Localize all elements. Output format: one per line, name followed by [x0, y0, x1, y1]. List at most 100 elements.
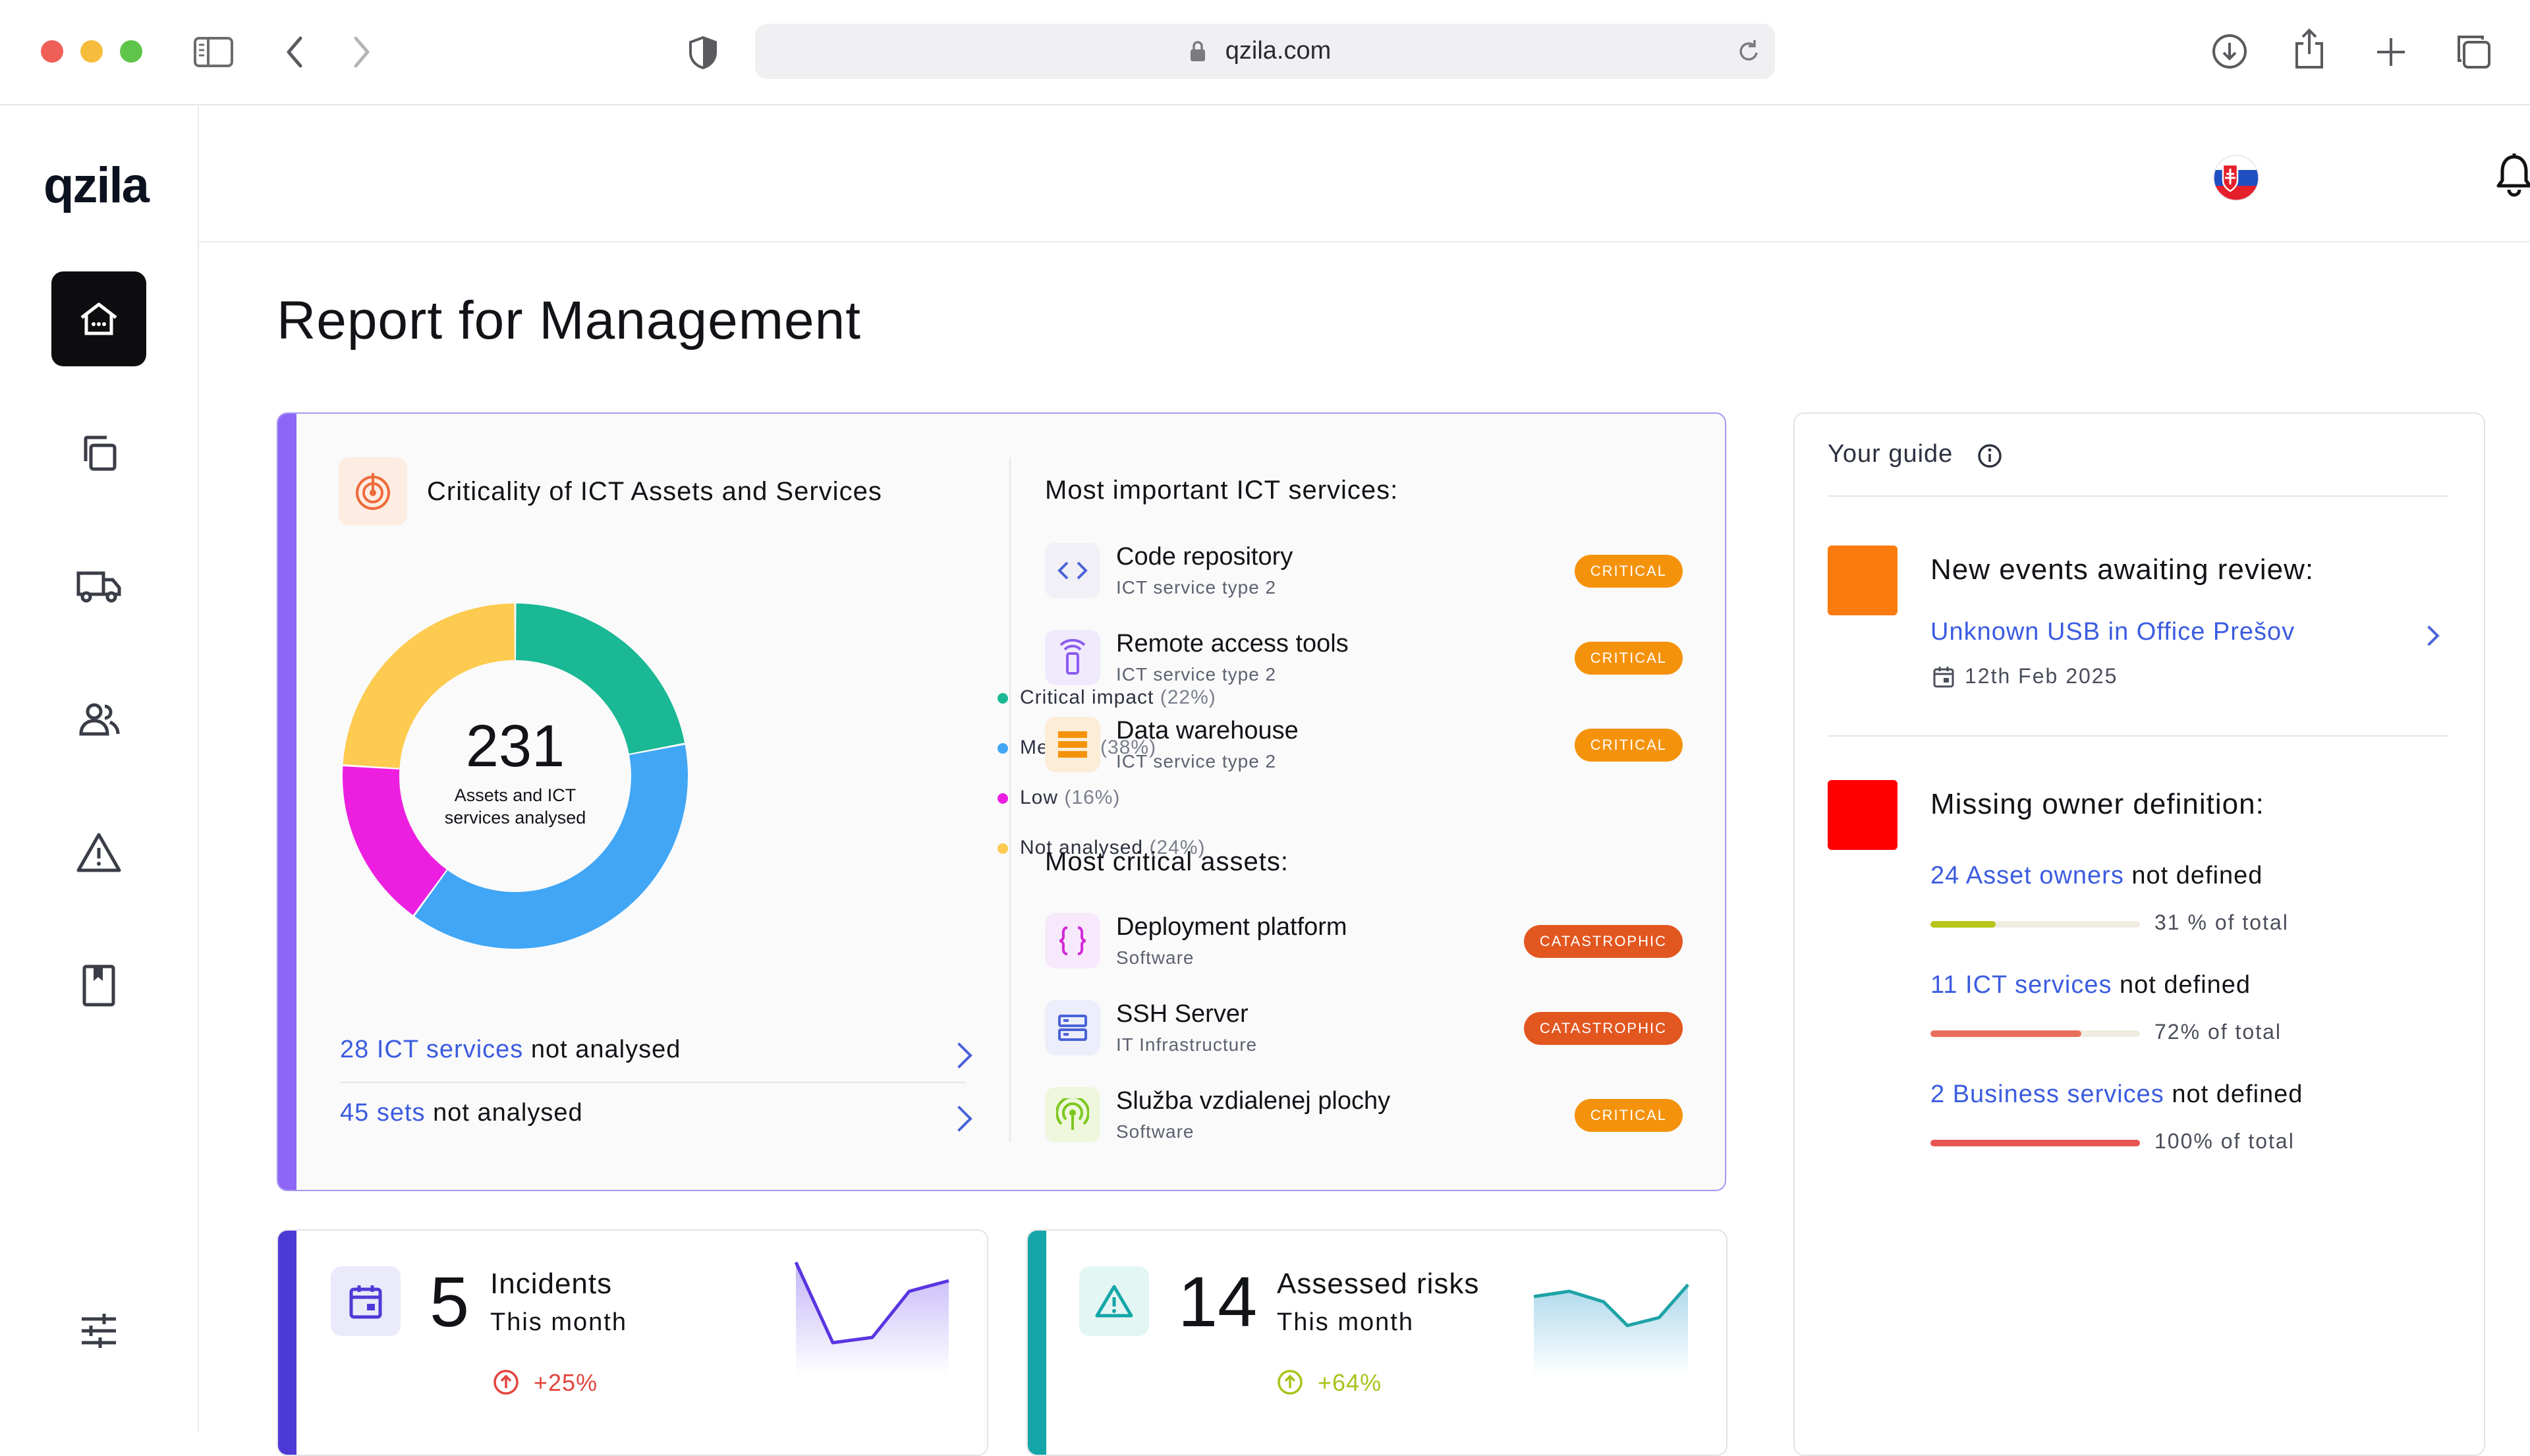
- reload-icon[interactable]: [1737, 38, 1762, 65]
- asset-title[interactable]: Deployment platform: [1116, 913, 1347, 941]
- owner-row-caption: 72% of total: [2154, 1020, 2282, 1044]
- sidebar-item-suppliers[interactable]: [51, 539, 146, 634]
- donut-slice-not-analysed[interactable]: [343, 603, 515, 768]
- criticality-title: Criticality of ICT Assets and Services: [427, 477, 882, 506]
- donut-caption-line-1: Assets and ICT: [454, 785, 576, 805]
- event-link[interactable]: Unknown USB in Office Prešov: [1930, 618, 2295, 646]
- privacy-shield-icon[interactable]: [688, 36, 718, 70]
- warning-icon: [76, 833, 121, 872]
- owner-row-text: not defined: [2112, 971, 2251, 999]
- guide-panel: Your guide New events awaiting review: U…: [1793, 412, 2485, 1456]
- service-title[interactable]: Remote access tools: [1116, 630, 1349, 658]
- unanalysed-sets-count[interactable]: 45 sets: [340, 1099, 426, 1127]
- incidents-sparkline: [794, 1261, 949, 1376]
- risks-icon-box: [1079, 1266, 1149, 1336]
- owner-progress-bar: [1930, 921, 2140, 928]
- owner-row-text: not defined: [2123, 862, 2263, 889]
- minimize-window-button[interactable]: [80, 40, 103, 63]
- asset-title[interactable]: Služba vzdialenej plochy: [1116, 1087, 1391, 1115]
- sidebar-item-risks[interactable]: [51, 805, 146, 900]
- asset-icon-box: [1045, 913, 1100, 968]
- url-text: qzila.com: [1225, 37, 1332, 65]
- donut-slice-critical-impact[interactable]: [516, 603, 685, 754]
- remote-icon: [1059, 639, 1086, 675]
- donut-slice-medium[interactable]: [414, 744, 688, 949]
- incidents-card[interactable]: 5 Incidents This month +25%: [277, 1229, 988, 1456]
- incidents-count: 5: [430, 1262, 470, 1341]
- notifications-bell-icon[interactable]: [2494, 153, 2530, 198]
- settings-sliders-icon: [82, 1314, 116, 1348]
- owners-marker: [1828, 780, 1898, 850]
- owner-row-ict-services[interactable]: 11 ICT services not defined: [1930, 971, 2251, 999]
- chevron-right-icon[interactable]: [946, 1042, 972, 1069]
- asset-subtitle: Software: [1116, 1121, 1195, 1142]
- assets-heading: Most critical assets:: [1045, 847, 1289, 876]
- owner-row-business-services[interactable]: 2 Business services not defined: [1930, 1080, 2303, 1109]
- criticality-donut-chart: [343, 603, 688, 949]
- sidebar-item-documents[interactable]: [51, 938, 146, 1033]
- sidebar-item-settings[interactable]: [51, 1283, 146, 1378]
- owner-row-count[interactable]: 11 ICT services: [1930, 971, 2112, 999]
- service-title[interactable]: Data warehouse: [1116, 717, 1299, 744]
- legend-dot: [998, 793, 1008, 804]
- code-icon: [1057, 561, 1088, 580]
- risks-sparkline: [1533, 1283, 1689, 1376]
- legend-pct: (22%): [1160, 686, 1216, 708]
- legend-item-low: Low (16%): [998, 787, 1120, 809]
- owner-row-text: not defined: [2164, 1080, 2303, 1108]
- sidebar-item-copies[interactable]: [51, 406, 146, 501]
- trend-up-icon: [493, 1370, 519, 1395]
- copy-icon: [84, 435, 117, 471]
- sidebar-toggle-icon[interactable]: [194, 37, 233, 67]
- unanalysed-sets-link[interactable]: 45 sets not analysed: [340, 1099, 583, 1127]
- divider: [1828, 735, 2448, 737]
- donut-total-caption: Assets and ICT services analysed: [383, 784, 647, 829]
- share-icon[interactable]: [2293, 28, 2326, 70]
- home-icon: [80, 302, 117, 335]
- status-badge: CRITICAL: [1574, 729, 1683, 762]
- owner-row-assets[interactable]: 24 Asset owners not defined: [1930, 862, 2263, 890]
- trend-up-icon: [1278, 1370, 1303, 1395]
- legend-label: Critical impact: [1020, 686, 1154, 708]
- download-icon[interactable]: [2211, 33, 2248, 70]
- services-heading: Most important ICT services:: [1045, 476, 1399, 505]
- sidebar-item-people[interactable]: [51, 672, 146, 767]
- risks-count: 14: [1178, 1262, 1258, 1341]
- close-window-button[interactable]: [41, 40, 63, 63]
- sidebar-item-home[interactable]: [51, 271, 146, 366]
- back-icon[interactable]: [285, 36, 304, 69]
- events-marker: [1828, 546, 1898, 615]
- risks-label: Assessed risks: [1277, 1268, 1480, 1300]
- card-accent-bar: [1028, 1231, 1046, 1455]
- maximize-window-button[interactable]: [120, 40, 142, 63]
- unanalysed-services-link[interactable]: 28 ICT services not analysed: [340, 1036, 681, 1064]
- owner-row-count[interactable]: 2 Business services: [1930, 1080, 2164, 1108]
- donut-slice-low[interactable]: [343, 766, 447, 916]
- calendar-icon: [349, 1285, 382, 1319]
- unanalysed-services-count[interactable]: 28 ICT services: [340, 1036, 524, 1063]
- owner-row-caption: 31 % of total: [2154, 910, 2289, 934]
- column-divider: [1009, 457, 1011, 1142]
- chevron-right-icon[interactable]: [946, 1106, 972, 1132]
- legend-label: Not analysed: [1020, 837, 1144, 858]
- divider: [1828, 495, 2448, 497]
- tabs-overview-icon[interactable]: [2455, 33, 2492, 70]
- status-badge: CATASTROPHIC: [1523, 925, 1683, 958]
- new-tab-icon[interactable]: [2376, 37, 2406, 67]
- status-badge: CRITICAL: [1574, 555, 1683, 588]
- info-icon[interactable]: [1977, 443, 2003, 469]
- owner-progress-fill: [1930, 921, 1996, 928]
- service-subtitle: ICT service type 2: [1116, 664, 1277, 685]
- app-header: [199, 105, 2530, 242]
- address-bar[interactable]: qzila.com: [755, 24, 1775, 79]
- asset-title[interactable]: SSH Server: [1116, 1000, 1249, 1028]
- service-title[interactable]: Code repository: [1116, 543, 1293, 571]
- app-logo[interactable]: qzila: [43, 157, 150, 213]
- chevron-right-icon[interactable]: [2419, 625, 2440, 646]
- language-flag-icon[interactable]: [2212, 154, 2260, 202]
- owner-row-count[interactable]: 24 Asset owners: [1930, 862, 2124, 889]
- calendar-icon: [1933, 667, 1954, 688]
- forward-icon[interactable]: [352, 36, 372, 69]
- divider: [340, 1082, 966, 1083]
- risks-card[interactable]: 14 Assessed risks This month +64%: [1026, 1229, 1728, 1456]
